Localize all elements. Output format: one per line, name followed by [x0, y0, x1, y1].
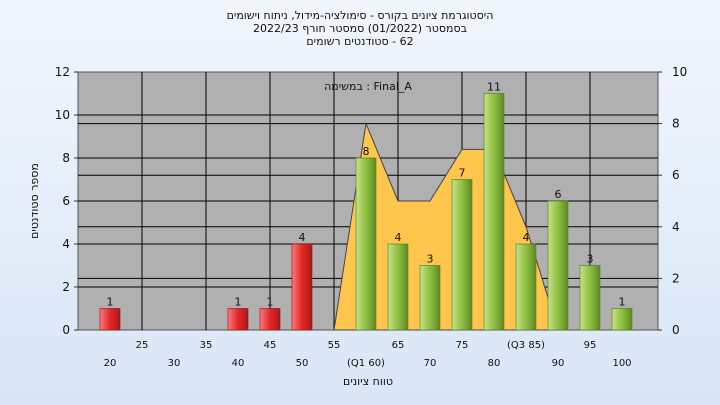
data-label-65: 4	[395, 231, 402, 244]
x-tick-label-lower: 100	[612, 358, 631, 369]
y-tick-label: 2	[62, 280, 70, 294]
y-tick-label: 0	[62, 323, 70, 337]
data-label-80: 11	[487, 81, 501, 94]
bar-45	[259, 308, 281, 331]
bar-70	[419, 265, 441, 331]
bar-80	[483, 93, 505, 331]
x-tick-label-upper: 65	[392, 340, 405, 351]
bar-65	[387, 243, 409, 331]
x-tick-label-upper: 45	[264, 340, 277, 351]
x-tick-label-upper: 75	[456, 340, 469, 351]
data-label-50: 4	[299, 231, 306, 244]
y2-tick-label: 4	[672, 220, 680, 234]
x-tick-label-lower: (Q1 60)	[347, 358, 385, 369]
x-tick-label-lower: 40	[232, 358, 245, 369]
x-tick-label-lower: 50	[296, 358, 309, 369]
data-label-60: 8	[363, 145, 370, 158]
task-annotation: Final_A : במשימה	[324, 80, 412, 93]
x-tick-label-lower: 70	[424, 358, 437, 369]
title-line-1: היסטוגרמת ציונים בקורס - סימולציה-מידול,…	[226, 9, 494, 22]
y-tick-label: 6	[62, 194, 70, 208]
y-axis-left: 0 2 4 6 8 10 12	[55, 65, 78, 337]
data-label-85: 4	[523, 231, 530, 244]
x-tick-label-upper: (Q3 85)	[507, 340, 545, 351]
data-label-70: 3	[427, 253, 434, 266]
data-label-100: 1	[619, 296, 626, 309]
bar-50	[291, 243, 313, 331]
bar-60	[355, 157, 377, 331]
data-label-95: 3	[587, 253, 594, 266]
x-tick-label-lower: 30	[168, 358, 181, 369]
bar-20	[99, 308, 121, 331]
y2-tick-label: 8	[672, 117, 680, 131]
x-tick-label-lower: 90	[552, 358, 565, 369]
chart-title: היסטוגרמת ציונים בקורס - סימולציה-מידול,…	[0, 9, 720, 48]
bar-95	[579, 265, 601, 331]
x-axis-title: טווח ציונים	[343, 375, 393, 388]
bar-40	[227, 308, 249, 331]
data-label-20: 1	[107, 296, 114, 309]
x-tick-label-lower: 20	[104, 358, 117, 369]
y2-tick-label: 2	[672, 271, 680, 285]
y-tick-label: 10	[55, 108, 70, 122]
x-tick-label-lower: 80	[488, 358, 501, 369]
bars	[99, 93, 633, 331]
y-tick-label: 8	[62, 151, 70, 165]
x-tick-label-upper: 25	[136, 340, 149, 351]
bar-90	[547, 200, 569, 331]
data-label-45: 1	[267, 296, 274, 309]
y-tick-label: 12	[55, 65, 70, 79]
y2-tick-label: 0	[672, 323, 680, 337]
title-line-3: 62 - סטודנטים רשומים	[306, 35, 414, 48]
y-axis-title: מספר סטודנטים	[28, 163, 41, 239]
y2-tick-label: 10	[672, 65, 687, 79]
x-tick-label-upper: 55	[328, 340, 341, 351]
y-tick-label: 4	[62, 237, 70, 251]
data-label-40: 1	[235, 296, 242, 309]
x-tick-label-upper: 35	[200, 340, 213, 351]
bar-85	[515, 243, 537, 331]
x-tick-label-upper: 95	[584, 340, 597, 351]
bar-75	[451, 179, 473, 331]
data-label-90: 6	[555, 188, 562, 201]
title-line-2: בסמסטר (01/2022) סמסטר חורף 2022/23	[253, 22, 467, 35]
data-label-75: 7	[459, 167, 466, 180]
y-axis-right: 0 2 4 6 8 10	[658, 65, 687, 337]
bar-100	[611, 308, 633, 331]
y2-tick-label: 6	[672, 168, 680, 182]
x-axis: 25 35 45 55 65 75 (Q3 85) 95 20 30 40 50 (Q1 60) 70 80…	[104, 340, 632, 369]
